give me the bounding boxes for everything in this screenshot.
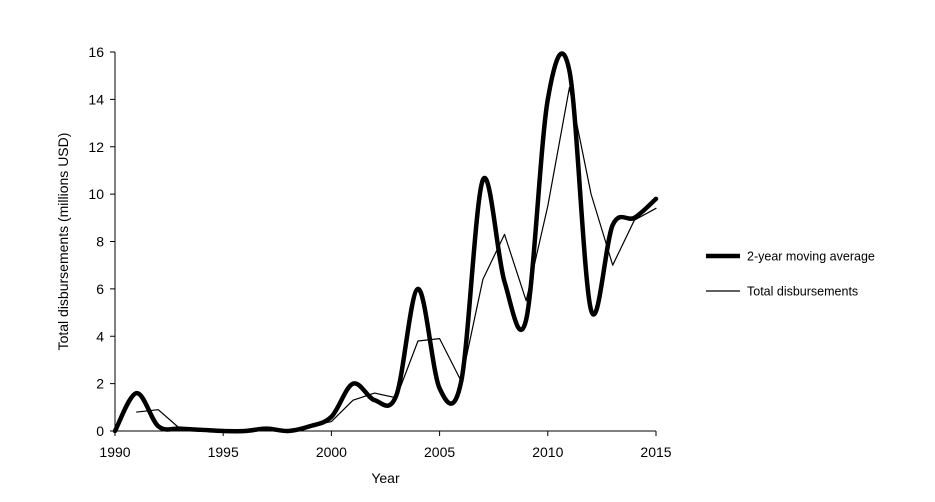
- y-tick-label: 6: [96, 281, 104, 297]
- x-ticks: 1990 1995 2000 2005 2010 2015: [99, 431, 672, 460]
- legend-label-total-disbursements: Total disbursements: [747, 285, 858, 299]
- y-tick-label: 10: [88, 186, 104, 202]
- y-tick-label: 4: [96, 328, 104, 344]
- x-tick-label: 1990: [99, 444, 130, 460]
- y-tick-label: 2: [96, 376, 104, 392]
- legend-label-moving-average: 2-year moving average: [747, 250, 875, 264]
- y-axis-title: Total disbursements (millions USD): [55, 133, 71, 351]
- y-tick-label: 12: [88, 139, 104, 155]
- y-tick-label: 8: [96, 234, 104, 250]
- x-axis-title: Year: [371, 470, 400, 486]
- series-line-moving-average: [112, 51, 659, 434]
- y-ticks: 0 2 4 6 8 10 12 14 16: [88, 44, 115, 439]
- y-tick-label: 16: [88, 44, 104, 60]
- x-tick-label: 2005: [424, 444, 455, 460]
- x-tick-label: 2010: [532, 444, 563, 460]
- y-tick-label: 14: [88, 91, 104, 107]
- legend: 2-year moving average Total disbursement…: [706, 250, 875, 299]
- x-tick-label: 1995: [208, 444, 239, 460]
- y-tick-label: 0: [96, 423, 104, 439]
- plot-area: 0 2 4 6 8 10 12 14 16 1990 1995 2000 2005 2010 2015: [88, 44, 671, 460]
- series-layer: [112, 51, 659, 434]
- x-tick-label: 2000: [316, 444, 347, 460]
- x-tick-label: 2015: [640, 444, 671, 460]
